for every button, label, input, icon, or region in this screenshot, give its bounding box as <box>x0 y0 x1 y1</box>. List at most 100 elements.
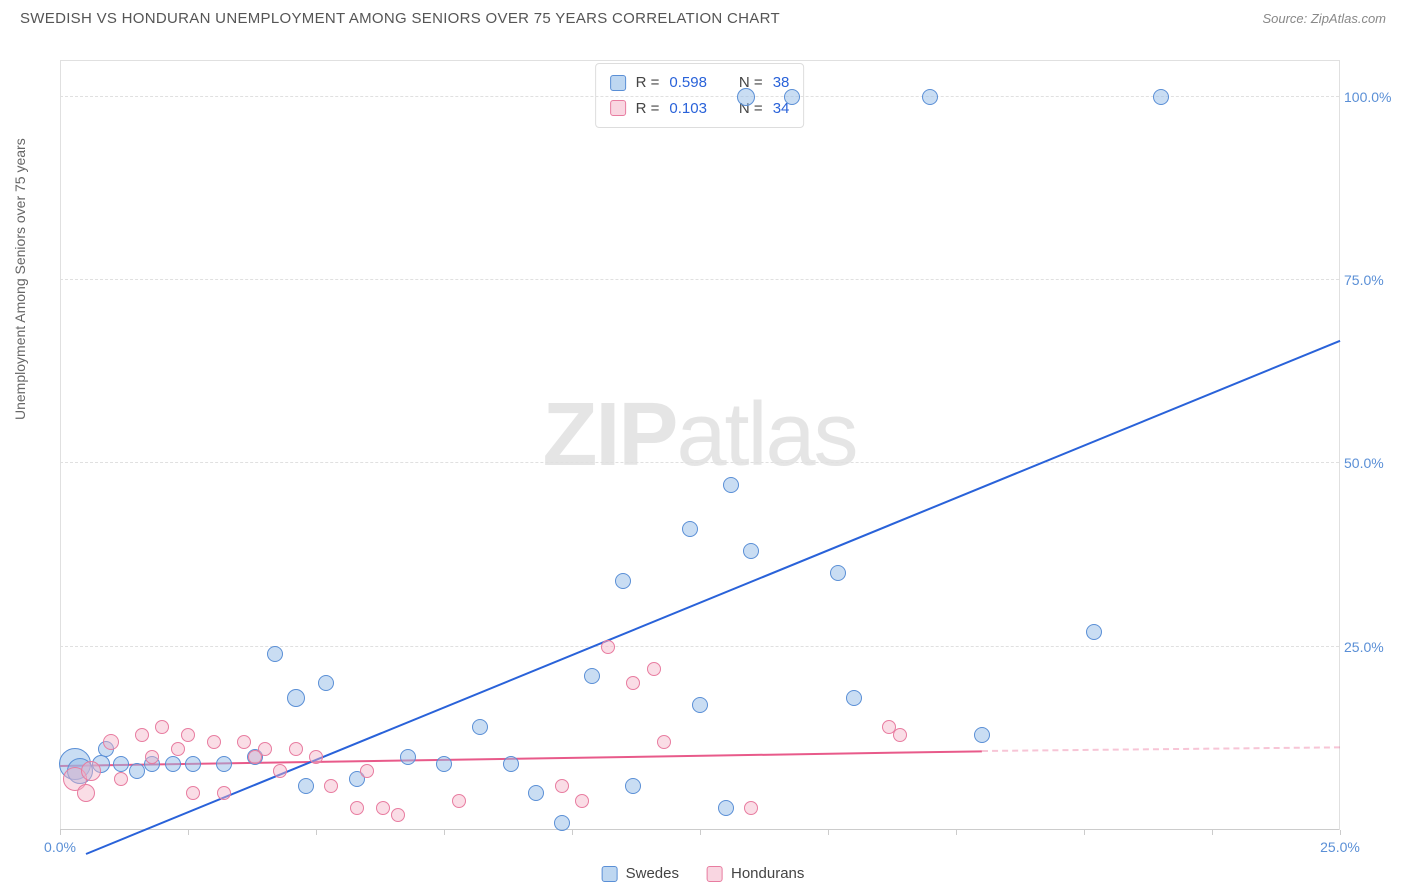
data-point-hondurans <box>893 728 907 742</box>
x-tick-label: 25.0% <box>1320 839 1360 855</box>
data-point-hondurans <box>601 640 615 654</box>
data-point-hondurans <box>376 801 390 815</box>
legend-item-hondurans: Hondurans <box>707 865 804 882</box>
grid-line <box>60 646 1339 647</box>
data-point-swedes <box>625 778 641 794</box>
x-tick-mark <box>1084 830 1085 835</box>
swatch-blue-icon <box>610 75 626 91</box>
y-tick-label: 50.0% <box>1344 455 1399 471</box>
data-point-hondurans <box>258 742 272 756</box>
data-point-swedes <box>784 89 800 105</box>
x-tick-mark <box>1212 830 1213 835</box>
data-point-hondurans <box>181 728 195 742</box>
data-point-hondurans <box>217 786 231 800</box>
data-point-hondurans <box>289 742 303 756</box>
x-tick-mark <box>188 830 189 835</box>
data-point-swedes <box>615 573 631 589</box>
data-point-swedes <box>682 521 698 537</box>
data-point-swedes <box>718 800 734 816</box>
stats-row-swedes: R = 0.598 N = 38 <box>610 70 790 96</box>
data-point-swedes <box>846 690 862 706</box>
data-point-swedes <box>113 756 129 772</box>
data-point-hondurans <box>647 662 661 676</box>
data-point-hondurans <box>171 742 185 756</box>
data-point-swedes <box>692 697 708 713</box>
data-point-swedes <box>472 719 488 735</box>
grid-line <box>60 279 1339 280</box>
data-point-hondurans <box>360 764 374 778</box>
data-point-hondurans <box>145 750 159 764</box>
data-point-swedes <box>554 815 570 831</box>
data-point-swedes <box>129 763 145 779</box>
data-point-swedes <box>503 756 519 772</box>
y-tick-label: 25.0% <box>1344 639 1399 655</box>
y-tick-label: 75.0% <box>1344 272 1399 288</box>
data-point-hondurans <box>103 734 119 750</box>
data-point-swedes <box>287 689 305 707</box>
grid-line <box>60 96 1339 97</box>
x-tick-mark <box>316 830 317 835</box>
data-point-hondurans <box>744 801 758 815</box>
data-point-hondurans <box>657 735 671 749</box>
stats-row-hondurans: R = 0.103 N = 34 <box>610 96 790 122</box>
data-point-hondurans <box>273 764 287 778</box>
data-point-swedes <box>436 756 452 772</box>
data-point-hondurans <box>155 720 169 734</box>
data-point-swedes <box>723 477 739 493</box>
data-point-hondurans <box>186 786 200 800</box>
data-point-hondurans <box>237 735 251 749</box>
data-point-swedes <box>737 88 755 106</box>
chart-plot-area: ZIPatlas R = 0.598 N = 38 R = 0.103 N = … <box>60 60 1340 830</box>
x-tick-mark <box>60 830 61 835</box>
data-point-hondurans <box>350 801 364 815</box>
data-point-hondurans <box>81 761 101 781</box>
data-point-swedes <box>1153 89 1169 105</box>
data-point-hondurans <box>324 779 338 793</box>
data-point-swedes <box>165 756 181 772</box>
data-point-hondurans <box>626 676 640 690</box>
data-point-swedes <box>298 778 314 794</box>
data-point-swedes <box>974 727 990 743</box>
trend-line-hondurans-extrapolated <box>982 747 1340 753</box>
swatch-blue-icon <box>602 866 618 882</box>
x-tick-label: 0.0% <box>44 839 76 855</box>
data-point-hondurans <box>575 794 589 808</box>
x-tick-mark <box>572 830 573 835</box>
data-point-swedes <box>830 565 846 581</box>
data-point-swedes <box>528 785 544 801</box>
data-point-hondurans <box>77 784 95 802</box>
swatch-pink-icon <box>610 100 626 116</box>
data-point-hondurans <box>555 779 569 793</box>
trend-line-swedes <box>85 340 1340 855</box>
grid-line <box>60 462 1339 463</box>
x-tick-mark <box>700 830 701 835</box>
watermark: ZIPatlas <box>542 384 856 487</box>
data-point-swedes <box>743 543 759 559</box>
bottom-legend: Swedes Hondurans <box>602 865 805 882</box>
swatch-pink-icon <box>707 866 723 882</box>
data-point-swedes <box>267 646 283 662</box>
data-point-hondurans <box>114 772 128 786</box>
data-point-hondurans <box>309 750 323 764</box>
data-point-swedes <box>400 749 416 765</box>
data-point-hondurans <box>391 808 405 822</box>
x-tick-mark <box>444 830 445 835</box>
x-tick-mark <box>828 830 829 835</box>
x-tick-mark <box>956 830 957 835</box>
x-tick-mark <box>1340 830 1341 835</box>
data-point-swedes <box>584 668 600 684</box>
chart-title: SWEDISH VS HONDURAN UNEMPLOYMENT AMONG S… <box>20 10 780 27</box>
data-point-swedes <box>1086 624 1102 640</box>
data-point-swedes <box>216 756 232 772</box>
y-axis-line <box>60 61 61 830</box>
data-point-swedes <box>318 675 334 691</box>
data-point-hondurans <box>452 794 466 808</box>
y-axis-label: Unemployment Among Seniors over 75 years <box>12 138 28 420</box>
legend-item-swedes: Swedes <box>602 865 679 882</box>
data-point-hondurans <box>207 735 221 749</box>
data-point-hondurans <box>135 728 149 742</box>
data-point-swedes <box>922 89 938 105</box>
source-attribution: Source: ZipAtlas.com <box>1262 11 1386 26</box>
y-tick-label: 100.0% <box>1344 89 1399 105</box>
data-point-swedes <box>185 756 201 772</box>
